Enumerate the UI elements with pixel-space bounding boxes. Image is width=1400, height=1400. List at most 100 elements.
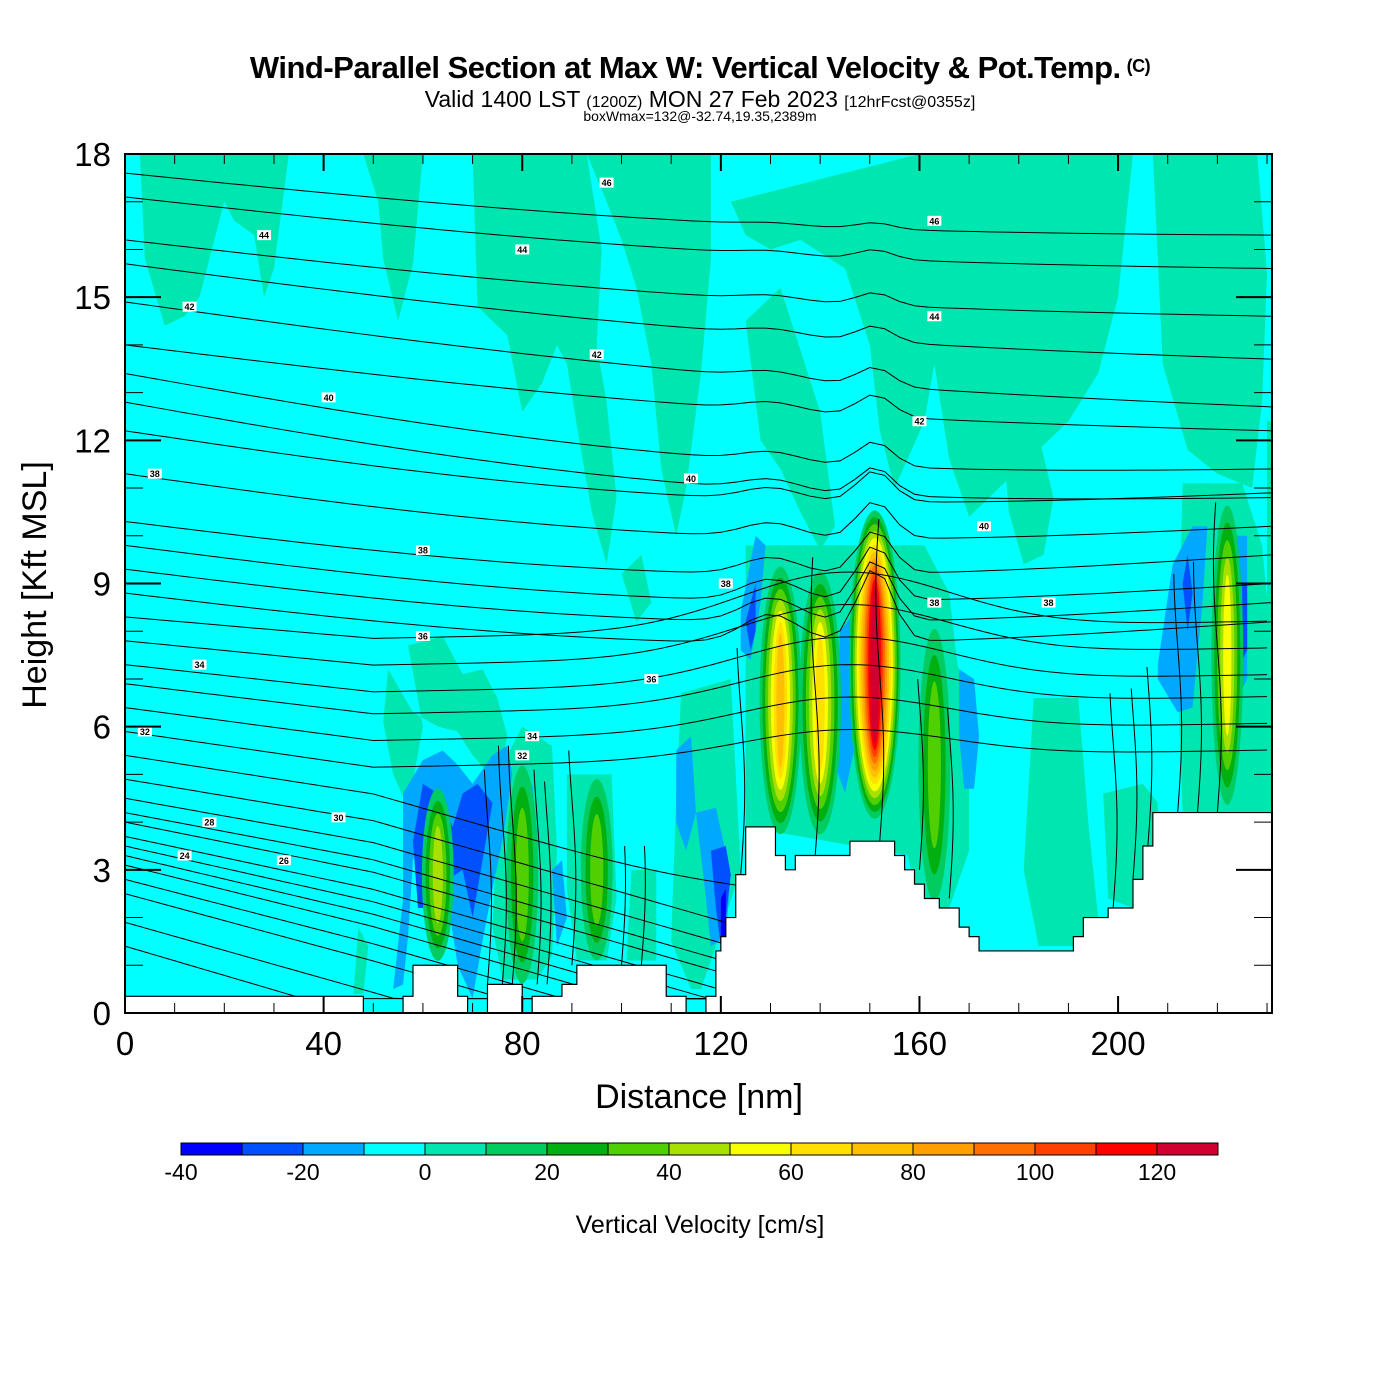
- boxwmax-info: boxWmax=132@-32.74,19.35,2389m: [583, 108, 817, 124]
- updraft-core: [515, 807, 529, 942]
- contour-label: 40: [684, 473, 699, 484]
- contour-label: 42: [182, 301, 197, 312]
- contour-label-box: [589, 349, 604, 360]
- contour-label-box: [912, 416, 927, 427]
- colorbar-swatch: [180, 1142, 243, 1156]
- contour-label-text: 38: [721, 579, 731, 589]
- colorbar-swatch: [1156, 1142, 1219, 1156]
- contour-label-text: 42: [185, 302, 195, 312]
- contour-label-box: [276, 855, 291, 866]
- updraft-core: [815, 634, 825, 771]
- contour-label-text: 24: [180, 851, 190, 861]
- theta-contour: [125, 636, 1268, 693]
- colorbar-swatch: [607, 1142, 670, 1156]
- chart-title: Wind-Parallel Section at Max W: Vertical…: [0, 50, 1400, 86]
- updraft-region-weak: [472, 154, 617, 565]
- colorbar-swatch: [424, 1142, 487, 1156]
- theta-contour: [125, 344, 1272, 432]
- contour-label-text: 28: [204, 818, 214, 828]
- colorbar-tick-label: 120: [1138, 1159, 1176, 1185]
- theta-contour: [568, 750, 577, 966]
- theta-contour: [125, 570, 1272, 642]
- contour-label-text: 46: [602, 178, 612, 188]
- contour-label-box: [515, 750, 530, 761]
- contour-label: 38: [1041, 597, 1056, 608]
- contour-label: 26: [276, 855, 291, 866]
- contour-label: 44: [515, 244, 530, 255]
- colorbar-swatch: [241, 1142, 304, 1156]
- contour-label-text: 38: [1044, 598, 1054, 608]
- contour-label: 40: [977, 521, 992, 532]
- contour-label-box: [182, 301, 197, 312]
- theta-contour: [125, 561, 1272, 621]
- updraft-region-weak: [363, 154, 423, 322]
- contour-label-text: 42: [914, 417, 924, 427]
- potential-temperature-contours: [125, 172, 1272, 1000]
- colorbar-swatch: [912, 1142, 975, 1156]
- contour-label: 46: [599, 177, 614, 188]
- contour-label-box: [977, 521, 992, 532]
- colorbar-swatch: [363, 1142, 426, 1156]
- colorbar-swatch: [790, 1142, 853, 1156]
- contour-label-text: 38: [418, 546, 428, 556]
- theta-contour: [917, 678, 924, 870]
- contour-label-text: 40: [324, 393, 334, 403]
- theta-contour: [125, 544, 1272, 600]
- theta-contour: [125, 520, 1272, 573]
- contour-label-box: [415, 630, 430, 641]
- colorbar-tick-label: 100: [1016, 1159, 1054, 1185]
- contour-label-box: [415, 545, 430, 556]
- contour-label-box: [525, 731, 540, 742]
- contour-label-text: 38: [929, 598, 939, 608]
- theta-contour: [1173, 573, 1183, 813]
- colorbar-tick-label: 0: [419, 1159, 432, 1185]
- theta-contour: [1212, 502, 1222, 813]
- vertical-velocity-field: [125, 154, 1272, 1013]
- colorbar-tick-label: -20: [286, 1159, 319, 1185]
- contour-label: 36: [644, 673, 659, 684]
- updraft-core: [590, 814, 604, 926]
- forecast-info: [12hrFcst@0355z]: [844, 94, 976, 111]
- updraft-region-weak: [621, 554, 652, 622]
- theta-contour: [483, 769, 492, 985]
- colorbar-swatch: [302, 1142, 365, 1156]
- theta-contour: [621, 845, 627, 966]
- updraft-region-weak: [745, 287, 836, 551]
- copyright-mark: (C): [1126, 56, 1151, 76]
- contour-label: 38: [718, 578, 733, 589]
- contour-label: 28: [202, 817, 217, 828]
- contour-label: 38: [415, 545, 430, 556]
- x-tick-label: 40: [305, 1025, 342, 1062]
- contour-label: 36: [415, 630, 430, 641]
- contour-label: 34: [525, 731, 540, 742]
- colorbar-tick-label: 60: [778, 1159, 804, 1185]
- theta-contour: [946, 707, 954, 899]
- theta-contour: [125, 728, 1268, 768]
- x-tick-label: 120: [693, 1025, 748, 1062]
- terrain-profile: [125, 811, 1272, 1013]
- contour-label: 42: [589, 349, 604, 360]
- contour-label: 38: [147, 468, 162, 479]
- contour-label-box: [599, 177, 614, 188]
- updraft-core: [432, 825, 443, 924]
- contour-label-box: [515, 244, 530, 255]
- x-tick-label: 80: [504, 1025, 541, 1062]
- y-tick-label: 6: [93, 709, 111, 746]
- contour-label-box: [177, 850, 192, 861]
- contour-label-text: 32: [140, 727, 150, 737]
- contour-label-box: [202, 817, 217, 828]
- colorbar-swatch: [668, 1142, 731, 1156]
- contour-label-box: [927, 311, 942, 322]
- colorbar-swatch: [485, 1142, 548, 1156]
- contour-label: 32: [137, 726, 152, 737]
- colorbar-tick-label: 80: [900, 1159, 926, 1185]
- theta-contour: [125, 373, 1272, 471]
- valid-date: MON 27 Feb 2023: [648, 86, 838, 112]
- colorbar: -40 -20 0 20 40 60 80 100 120: [164, 1142, 1219, 1185]
- y-tick-label: 18: [74, 136, 111, 173]
- x-tick-label: 0: [116, 1025, 134, 1062]
- colorbar-tick-label: -40: [164, 1159, 197, 1185]
- updraft-core: [776, 633, 785, 768]
- theta-contour: [125, 571, 1268, 639]
- theta-contour: [640, 845, 646, 966]
